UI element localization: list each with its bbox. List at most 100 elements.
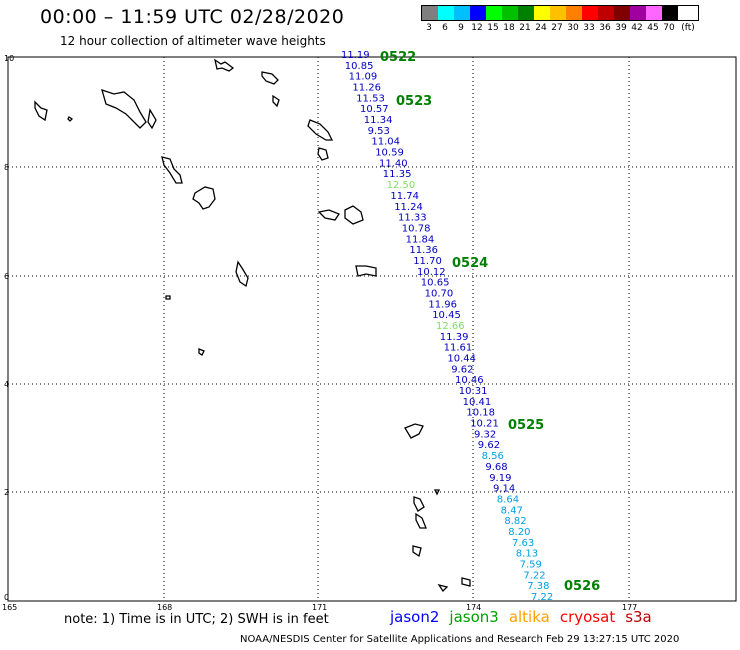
wave-height-value: 10.57	[360, 104, 389, 115]
map-frame	[7, 56, 737, 602]
satellite-label-s3a: s3a	[625, 608, 652, 626]
island-outline	[161, 156, 183, 184]
wave-height-value: 8.13	[516, 549, 538, 560]
lon-label-177: 177	[622, 603, 637, 612]
legend-swatch	[662, 6, 678, 20]
wave-height-value: 11.09	[349, 72, 378, 83]
wave-height-value: 10.65	[421, 278, 450, 289]
wave-height-value: 10.44	[447, 354, 476, 365]
legend-label: 36	[599, 23, 611, 33]
wave-height-value: 11.74	[390, 191, 419, 202]
lat-label-0: 0	[4, 593, 9, 602]
island-outline	[214, 58, 235, 72]
wave-height-value: 12.66	[436, 321, 465, 332]
legend-label: 6	[442, 23, 448, 33]
lat-label-2: 2	[4, 488, 9, 497]
wave-height-value: 9.32	[474, 429, 496, 440]
wave-height-value: 11.33	[398, 213, 427, 224]
wave-height-value: 11.70	[413, 256, 442, 267]
pass-label-0525: 0525	[508, 418, 544, 433]
pass-label-0524: 0524	[452, 256, 488, 271]
island-outline	[415, 512, 427, 529]
wave-height-value: 9.53	[368, 126, 390, 137]
wave-height-value: 11.39	[440, 332, 469, 343]
pass-label-0522: 0522	[380, 50, 416, 65]
wave-height-value: 11.26	[352, 83, 381, 94]
island-outline	[272, 94, 280, 108]
island-outline	[67, 116, 74, 122]
island-outline	[412, 545, 422, 558]
color-legend: 3 6 9 12 15 18 21 24 27 30 33 36 39 42 45 70 (ft)	[421, 5, 699, 33]
wave-height-track: 11.1910.8511.0911.2611.5310.5711.349.531…	[341, 50, 553, 603]
legend-swatch	[582, 6, 598, 20]
legend-label: 3	[426, 23, 432, 33]
wave-height-value: 11.04	[371, 137, 400, 148]
legend-swatch	[454, 6, 470, 20]
legend-swatch-row	[421, 5, 699, 21]
legend-label-row: 3 6 9 12 15 18 21 24 27 30 33 36 39 42 45 70 (ft)	[421, 23, 699, 33]
wave-height-value: 11.40	[379, 158, 408, 169]
wave-height-value: 10.45	[432, 310, 461, 321]
satellite-label-altika: altika	[508, 608, 550, 626]
island-outline	[235, 260, 249, 288]
legend-swatch	[470, 6, 486, 20]
island-outline	[34, 100, 48, 122]
lon-label-174: 174	[466, 603, 481, 612]
wave-height-value: 7.22	[523, 570, 545, 581]
wave-height-value: 10.21	[470, 419, 499, 430]
wave-height-value: 9.68	[485, 462, 507, 473]
satellite-label-cryosat: cryosat	[559, 608, 616, 626]
wave-height-value: 7.59	[520, 560, 542, 571]
latitude-labels: 10 8 6 4 2 0	[4, 54, 14, 602]
wave-height-value: 10.18	[466, 408, 495, 419]
wave-height-value: 7.63	[512, 538, 534, 549]
lat-label-6: 6	[4, 272, 9, 281]
legend-unit: (ft)	[681, 23, 695, 33]
lon-label-165: 165	[2, 603, 17, 612]
page-subtitle: 12 hour collection of altimeter wave hei…	[60, 34, 326, 48]
pass-labels: 0522 0523 0524 0525 0526	[380, 50, 600, 594]
lat-label-10: 10	[4, 54, 14, 63]
lon-label-171: 171	[312, 603, 327, 612]
page-title: 00:00 – 11:59 UTC 02/28/2020	[40, 6, 345, 28]
island-outline	[192, 186, 216, 210]
island-outline	[165, 295, 171, 300]
legend-swatch	[422, 6, 438, 20]
satellite-label-jason3: jason3	[449, 608, 499, 626]
wave-height-value: 10.70	[425, 289, 454, 300]
wave-height-value: 9.62	[478, 440, 500, 451]
island-outline	[317, 147, 329, 161]
grid-lines	[8, 57, 736, 601]
wave-height-value: 11.34	[364, 115, 393, 126]
wave-height-value: 9.19	[489, 473, 511, 484]
credit-footer: NOAA/NESDIS Center for Satellite Applica…	[240, 634, 680, 645]
legend-swatch	[614, 6, 630, 20]
wave-height-value: 10.59	[375, 148, 404, 159]
wave-height-value: 8.47	[501, 505, 523, 516]
island-outline	[413, 496, 425, 512]
legend-label: 9	[458, 23, 464, 33]
wave-height-value: 8.64	[497, 494, 519, 505]
wave-height-value: 7.22	[531, 592, 553, 603]
island-outline	[198, 348, 205, 356]
lon-label-168: 168	[157, 603, 172, 612]
legend-swatch	[502, 6, 518, 20]
pass-label-0523: 0523	[396, 94, 432, 109]
island-outline	[307, 119, 334, 141]
wave-height-value: 11.35	[383, 169, 412, 180]
legend-label: 15	[487, 23, 499, 33]
legend-label: 21	[519, 23, 531, 33]
wave-height-value: 11.84	[406, 234, 435, 245]
legend-label: 39	[615, 23, 627, 33]
island-outline	[317, 209, 340, 221]
legend-label: 42	[631, 23, 643, 33]
island-outline	[433, 489, 441, 496]
legend-label: 30	[567, 23, 579, 33]
wave-height-value: 10.31	[459, 386, 488, 397]
wave-height-value: 12.50	[387, 180, 416, 191]
island-outline	[344, 205, 364, 225]
pass-label-0526: 0526	[564, 579, 600, 594]
legend-swatch	[550, 6, 566, 20]
wave-height-value: 8.20	[508, 527, 530, 538]
island-outline	[437, 583, 449, 593]
